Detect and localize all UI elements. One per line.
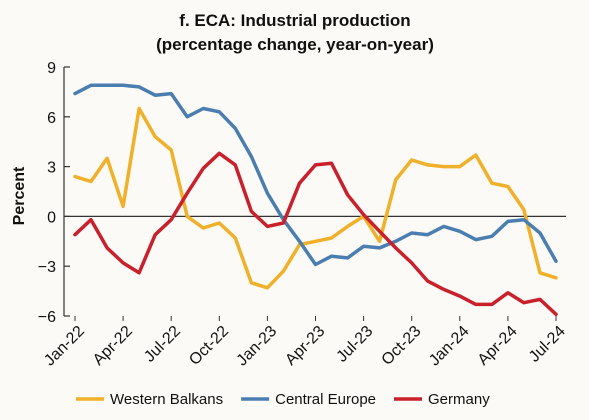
y-axis-title: Percent — [11, 166, 28, 225]
y-tick-label: 0 — [47, 209, 56, 226]
series-line-germany — [73, 151, 558, 317]
series-lines — [73, 83, 558, 317]
x-tick-label: Jul-22 — [141, 323, 184, 366]
x-tick-label: Jul-24 — [526, 323, 569, 366]
chart-title: f. ECA: Industrial production — [179, 11, 410, 30]
legend: Western Balkans Central Europe Germany — [76, 391, 490, 408]
series-line-western-balkans — [73, 106, 558, 290]
series-line-central-europe — [73, 83, 558, 267]
y-tick-label: −3 — [38, 259, 56, 276]
x-tick-label: Oct-23 — [379, 323, 425, 369]
legend-label: Central Europe — [275, 391, 376, 408]
x-tick-label: Apr-22 — [90, 323, 136, 369]
x-tick-label: Jan-24 — [426, 323, 473, 370]
x-tick-label: Oct-22 — [186, 323, 232, 369]
y-tick-label: 9 — [47, 60, 56, 77]
chart-subtitle: (percentage change, year-on-year) — [156, 35, 434, 54]
x-tick-label: Apr-24 — [475, 323, 521, 369]
legend-label: Western Balkans — [110, 391, 223, 408]
x-tick-label: Jul-23 — [334, 323, 377, 366]
x-tick-label: Jan-23 — [234, 323, 281, 370]
x-tick-label: Jan-22 — [41, 323, 88, 370]
y-tick-label: 3 — [47, 160, 56, 177]
x-tick-label: Apr-23 — [282, 323, 328, 369]
y-tick-label: −6 — [38, 309, 56, 326]
y-tick-label: 6 — [47, 110, 56, 127]
legend-label: Germany — [428, 391, 490, 408]
